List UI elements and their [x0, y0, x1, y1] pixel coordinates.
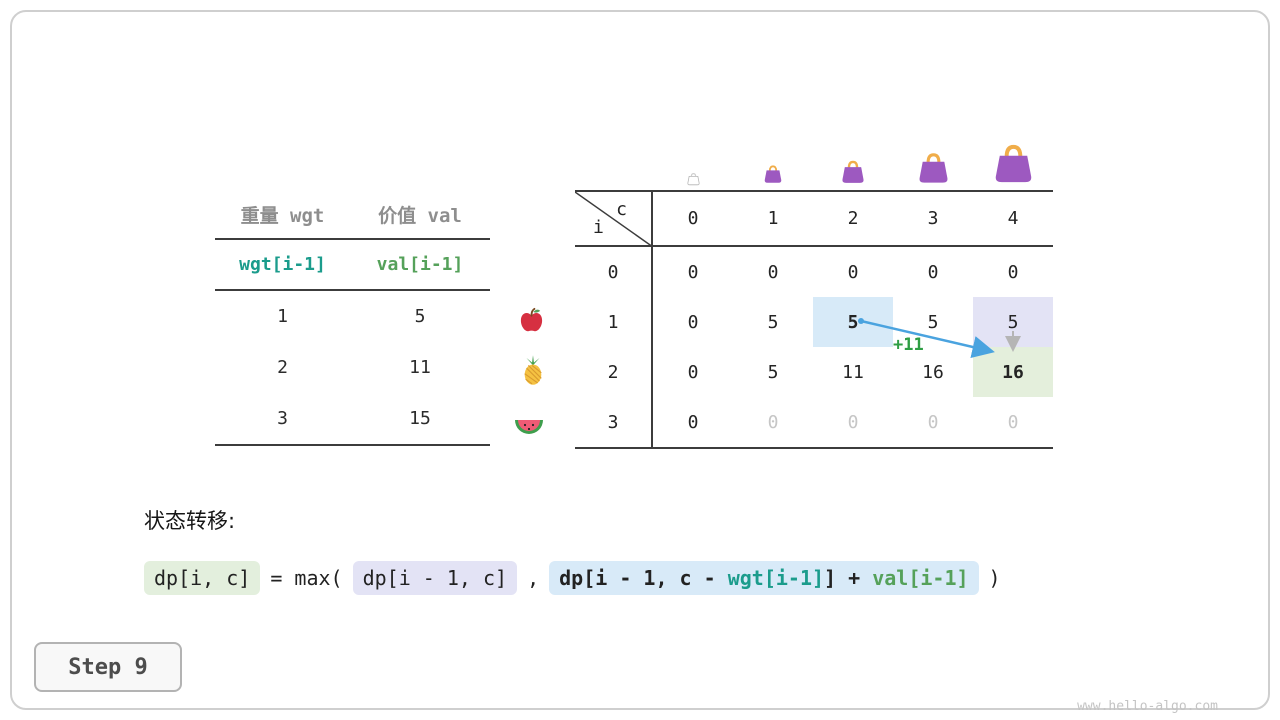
apple-icon: [516, 305, 546, 335]
dp-col-header: 1: [733, 192, 813, 247]
val-var-label: val[i-1]: [376, 254, 464, 275]
dp-cell-result-highlight: 16: [973, 347, 1053, 397]
weight-column-header: 重量 wgt: [240, 204, 325, 227]
transition-title: 状态转移:: [144, 509, 236, 533]
formula-close-paren: ): [988, 566, 1001, 590]
item-weight: 1: [277, 306, 288, 327]
formula-take-val: val[i-1]: [872, 566, 969, 590]
dp-cell: 0: [847, 261, 859, 283]
dp-cell: 0: [687, 411, 699, 433]
item-weight: 3: [277, 408, 288, 429]
item-value: 11: [409, 357, 431, 378]
item-row: 1 5: [215, 291, 490, 342]
items-table-var-row: wgt[i-1] val[i-1]: [215, 240, 490, 291]
item-row: 2 11: [215, 342, 490, 393]
dp-cell-source-highlight: 5: [813, 297, 893, 347]
bag-icon-small: [762, 164, 784, 188]
item-weight: 2: [277, 357, 288, 378]
dp-cell: 0: [1007, 411, 1019, 433]
dp-col-header: 0: [653, 192, 733, 247]
value-column-header: 价值 val: [378, 204, 462, 227]
dp-row-header: 1: [575, 297, 653, 347]
formula-option-take: dp[i - 1, c - wgt[i-1]] + val[i-1]: [549, 561, 979, 595]
formula-take-wgt: wgt[i-1]: [727, 566, 825, 590]
formula-eq-max: = max(: [270, 566, 343, 590]
pineapple-icon: [518, 355, 548, 385]
dp-col-header: 4: [973, 192, 1053, 247]
dp-cell: 5: [767, 311, 779, 333]
watermelon-icon: [514, 412, 544, 442]
formula-comma: ,: [527, 566, 540, 590]
dp-cell: 0: [687, 261, 699, 283]
empty-bag-icon: [686, 171, 701, 190]
dp-cell: 0: [847, 411, 859, 433]
item-row: 3 15: [215, 393, 490, 444]
dp-cell: 0: [687, 361, 699, 383]
dp-cell: 11: [842, 361, 864, 383]
dp-cell: 0: [927, 261, 939, 283]
wgt-var-label: wgt[i-1]: [239, 254, 326, 275]
dp-table: c i 0 1 2 3 4 0 0 0 0 0 0 1 0 5 5 5 5 2 …: [575, 190, 1053, 449]
row-variable-label: i: [593, 217, 604, 238]
bag-icon-medium: [839, 159, 867, 189]
dp-cell: 0: [767, 411, 779, 433]
bag-icon-xlarge: [990, 142, 1037, 189]
dp-cell: 0: [687, 311, 699, 333]
dp-col-header: 3: [893, 192, 973, 247]
step-badge: Step 9: [34, 642, 182, 692]
dp-corner-cell: c i: [575, 192, 653, 247]
formula-take-mid: ] +: [824, 566, 873, 590]
dp-row-header: 2: [575, 347, 653, 397]
dp-row-header: 0: [575, 247, 653, 297]
formula-lhs: dp[i, c]: [144, 561, 261, 595]
bag-icon-large: [915, 151, 952, 189]
watermark: www.hello-algo.com: [1077, 699, 1218, 714]
item-value: 15: [409, 408, 431, 429]
item-value: 5: [414, 306, 426, 327]
dp-cell-above-highlight: 5: [973, 297, 1053, 347]
dp-cell: 16: [922, 361, 944, 383]
formula-option-skip: dp[i - 1, c]: [352, 561, 518, 595]
items-table-header: 重量 wgt 价值 val: [215, 190, 490, 240]
dp-cell: 0: [927, 411, 939, 433]
transition-formula: dp[i, c] = max( dp[i - 1, c] , dp[i - 1,…: [144, 561, 1001, 595]
dp-cell: 0: [1007, 261, 1019, 283]
dp-row-header: 3: [575, 397, 653, 447]
dp-cell: 0: [767, 261, 779, 283]
dp-cell: 5: [767, 361, 779, 383]
arrow-value-label: +11: [893, 335, 924, 355]
col-variable-label: c: [616, 199, 627, 220]
dp-col-header: 2: [813, 192, 893, 247]
items-table: 重量 wgt 价值 val wgt[i-1] val[i-1] 1 5 2 11…: [215, 190, 490, 446]
formula-take-prefix: dp[i - 1, c -: [559, 566, 728, 590]
